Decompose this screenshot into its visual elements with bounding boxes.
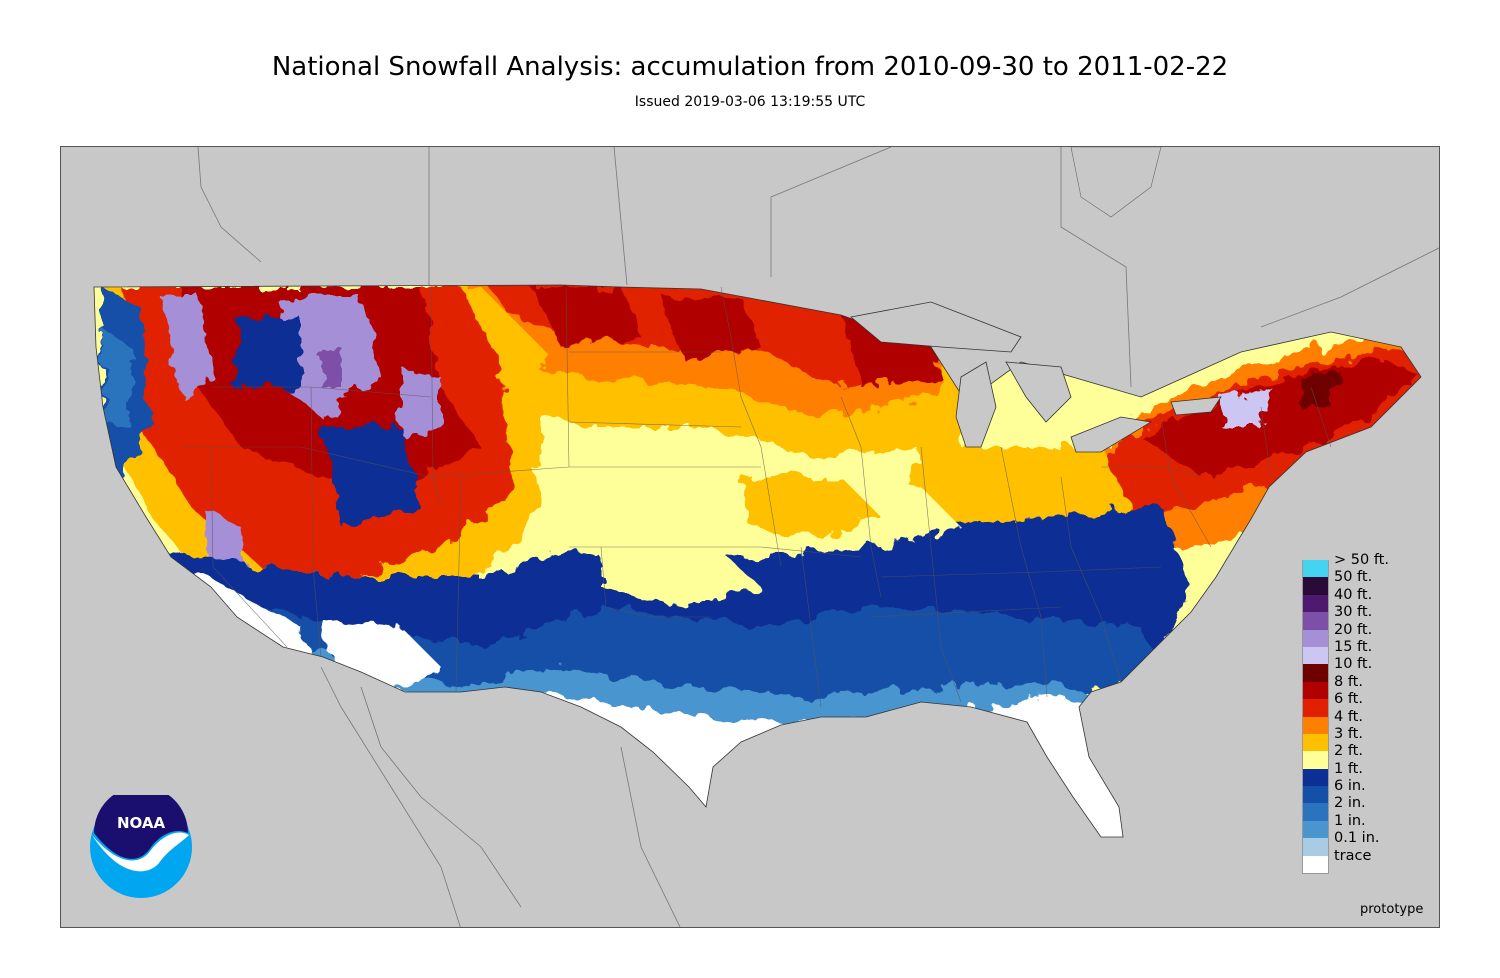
noaa-logo: NOAA bbox=[90, 795, 192, 898]
us-outline bbox=[93, 284, 1422, 838]
legend-label: 3 ft. bbox=[1334, 725, 1363, 742]
legend-swatch bbox=[1302, 716, 1329, 734]
legend-swatch bbox=[1302, 629, 1329, 647]
legend-label: 1 ft. bbox=[1334, 760, 1363, 777]
neighbor-borders bbox=[197, 147, 1439, 927]
legend-swatch bbox=[1302, 577, 1329, 595]
legend-swatch bbox=[1302, 646, 1329, 665]
legend-swatch bbox=[1302, 733, 1329, 752]
legend-label: 40 ft. bbox=[1334, 586, 1373, 603]
legend-swatch bbox=[1302, 594, 1329, 613]
legend-swatch bbox=[1302, 664, 1329, 682]
hudson-area bbox=[1070, 147, 1162, 218]
map-canvas bbox=[93, 147, 1439, 927]
legend-swatch bbox=[1302, 560, 1329, 578]
legend-swatch bbox=[1302, 803, 1329, 821]
legend-label: 20 ft. bbox=[1334, 621, 1373, 638]
legend-label: 8 ft. bbox=[1334, 673, 1363, 690]
legend-swatch bbox=[1302, 751, 1329, 769]
legend-swatch bbox=[1302, 699, 1329, 717]
map-title: National Snowfall Analysis: accumulation… bbox=[271, 52, 1229, 82]
snowfall-map bbox=[60, 146, 1440, 928]
legend-label: 15 ft. bbox=[1334, 638, 1373, 655]
legend-swatch bbox=[1302, 612, 1329, 630]
snowfall-field bbox=[94, 285, 1421, 837]
legend-swatch bbox=[1302, 820, 1329, 839]
legend-swatch bbox=[1302, 681, 1329, 700]
legend-swatch bbox=[1302, 786, 1329, 804]
legend-frame-bottom bbox=[1302, 873, 1329, 875]
legend-swatch bbox=[1302, 768, 1329, 787]
great-lakes bbox=[850, 301, 1222, 453]
issued-timestamp: Issued 2019-03-06 13:19:55 UTC bbox=[634, 94, 866, 110]
legend-label: 30 ft. bbox=[1334, 604, 1373, 621]
legend-label: 2 in. bbox=[1334, 795, 1366, 812]
legend-label: 0.1 in. bbox=[1334, 830, 1380, 847]
legend-swatch bbox=[1302, 855, 1329, 874]
legend-label: 6 in. bbox=[1334, 778, 1366, 795]
prototype-label: prototype bbox=[1360, 902, 1424, 917]
legend-label: 10 ft. bbox=[1334, 656, 1373, 673]
legend-label: 2 ft. bbox=[1334, 743, 1363, 760]
state-borders bbox=[181, 286, 1332, 708]
legend-label: 50 ft. bbox=[1334, 569, 1373, 586]
legend-label: 6 ft. bbox=[1334, 691, 1363, 708]
legend-swatch bbox=[1302, 838, 1329, 856]
legend-label: trace bbox=[1334, 847, 1372, 864]
legend-label: 1 in. bbox=[1334, 812, 1366, 829]
noaa-logo-text: NOAA bbox=[117, 814, 166, 832]
legend-label: > 50 ft. bbox=[1334, 552, 1389, 568]
legend-label: 4 ft. bbox=[1334, 708, 1363, 725]
